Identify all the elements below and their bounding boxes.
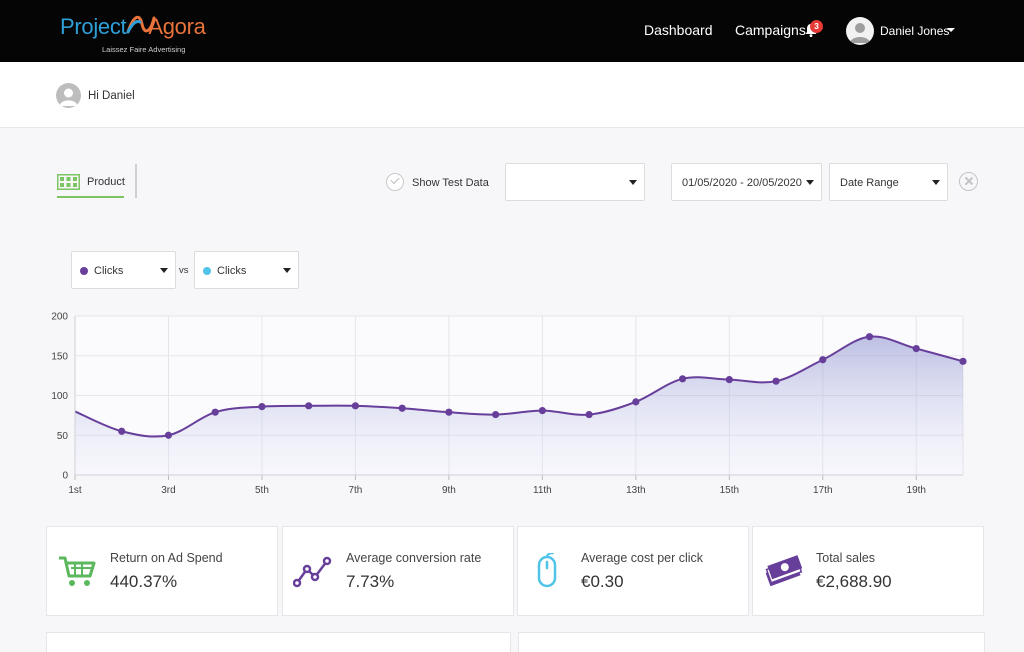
tab-product-label: Product — [87, 176, 125, 188]
data-point[interactable] — [912, 344, 920, 353]
bottom-panel-right — [518, 632, 985, 652]
y-tick-label: 50 — [57, 431, 69, 442]
chevron-down-icon — [806, 180, 814, 185]
data-point[interactable] — [725, 376, 733, 384]
series-line — [74, 335, 964, 438]
x-tick-label: 5th — [255, 485, 269, 496]
nav-campaigns-link[interactable]: Campaigns — [735, 22, 806, 38]
trend-icon — [293, 556, 332, 588]
logo-word-project: Project — [60, 14, 127, 39]
tab-product[interactable]: Product — [57, 170, 125, 198]
chevron-down-icon — [283, 268, 291, 273]
check-icon — [390, 174, 400, 185]
tab-divider — [135, 164, 137, 198]
mouse-icon — [537, 553, 557, 588]
logo[interactable]: Project Agora Laissez Faire Advertising — [60, 10, 240, 54]
logo-text: Project Agora — [60, 14, 206, 40]
cart-icon — [59, 556, 96, 586]
kpi-card-total-sales: Total sales €2,688.90 — [752, 526, 984, 616]
x-tick-label: 9th — [442, 485, 456, 496]
date-range-value: 01/05/2020 - 20/05/2020 — [682, 177, 802, 189]
data-point[interactable] — [678, 375, 687, 383]
filter-select[interactable] — [505, 163, 645, 201]
y-tick-label: 0 — [62, 471, 68, 482]
clicks-chart: 0 50 100 150 200 1st 3rd 5th 7th 9th 11th 13th 15th 1… — [51, 312, 967, 496]
kpi-card-cpc: Average cost per click €0.30 — [517, 526, 749, 616]
date-range-select[interactable]: 01/05/2020 - 20/05/2020 — [671, 163, 822, 201]
show-test-data-checkbox[interactable] — [386, 173, 404, 191]
nav-dashboard-link[interactable]: Dashboard — [644, 22, 713, 38]
chevron-down-icon — [629, 180, 637, 185]
data-point[interactable] — [305, 402, 313, 410]
range-type-value: Date Range — [840, 177, 899, 189]
secondary-metric-dot — [203, 267, 211, 275]
kpi-card-roas: Return on Ad Spend 440.37% — [46, 526, 278, 616]
data-point[interactable] — [959, 357, 967, 365]
kpi-label: Total sales — [816, 551, 876, 565]
secondary-metric-value: Clicks — [217, 265, 247, 277]
data-point[interactable] — [211, 408, 219, 416]
data-point[interactable] — [632, 398, 640, 406]
data-point[interactable] — [538, 407, 546, 415]
logo-tagline: Laissez Faire Advertising — [102, 45, 186, 54]
primary-metric-value: Clicks — [94, 265, 124, 277]
primary-metric-select[interactable]: Clicks — [71, 251, 176, 289]
data-point[interactable] — [492, 410, 500, 419]
notification-badge: 3 — [810, 20, 823, 33]
series-area — [75, 336, 963, 475]
user-name[interactable]: Daniel Jones — [880, 24, 950, 38]
secondary-metric-select[interactable]: Clicks — [194, 251, 299, 289]
primary-metric-dot — [80, 267, 88, 275]
logo-word-agora: Agora — [148, 14, 206, 39]
kpi-value: 440.37% — [110, 572, 178, 591]
data-point[interactable] — [585, 410, 593, 419]
greeting-bar: Hi Daniel — [0, 62, 1024, 128]
data-point[interactable] — [118, 427, 126, 435]
chevron-down-icon — [932, 180, 940, 185]
x-tick-label: 11th — [533, 485, 552, 496]
y-tick-label: 100 — [51, 391, 68, 402]
clear-filters-button[interactable] — [959, 172, 978, 191]
money-icon — [765, 555, 803, 587]
x-tick-label: 17th — [813, 485, 832, 496]
grid-icon — [57, 174, 80, 190]
x-tick-label: 13th — [626, 485, 645, 496]
data-point[interactable] — [351, 402, 360, 410]
logo-swirl-icon — [126, 15, 156, 34]
x-tick-label: 15th — [720, 485, 739, 496]
data-point[interactable] — [258, 403, 266, 411]
kpi-value: 7.73% — [346, 572, 395, 591]
data-point[interactable] — [865, 333, 874, 341]
data-point[interactable] — [164, 431, 173, 439]
kpi-card-conversion: Average conversion rate 7.73% — [282, 526, 514, 616]
x-tick-label: 7th — [348, 485, 362, 496]
greeting-avatar-icon — [59, 88, 78, 106]
data-point[interactable] — [819, 356, 827, 364]
data-point[interactable] — [772, 377, 780, 385]
greeting-avatar — [56, 83, 81, 108]
range-type-select[interactable]: Date Range — [829, 163, 948, 201]
vs-label: vs — [179, 265, 189, 276]
kpi-label: Average cost per click — [581, 551, 704, 565]
x-tick-label: 19th — [907, 485, 926, 496]
y-tick-label: 200 — [51, 312, 68, 323]
kpi-value: €0.30 — [581, 572, 624, 591]
x-tick-label: 3rd — [161, 485, 175, 496]
kpi-value: €2,688.90 — [816, 572, 892, 591]
chevron-down-icon — [160, 268, 168, 273]
show-test-data-label[interactable]: Show Test Data — [412, 177, 489, 189]
x-tick-label: 1st — [68, 485, 82, 496]
y-tick-label: 150 — [51, 351, 68, 362]
user-avatar-icon — [850, 23, 870, 43]
user-avatar[interactable] — [846, 17, 874, 45]
greeting-text: Hi Daniel — [88, 90, 135, 102]
user-menu-caret-icon[interactable] — [947, 28, 955, 32]
data-point[interactable] — [398, 404, 406, 412]
top-navbar: Project Agora Laissez Faire Advertising D… — [0, 0, 1024, 62]
kpi-label: Average conversion rate — [346, 551, 482, 565]
bottom-panel-left — [46, 632, 511, 652]
kpi-label: Return on Ad Spend — [110, 551, 223, 565]
data-point[interactable] — [445, 408, 453, 416]
